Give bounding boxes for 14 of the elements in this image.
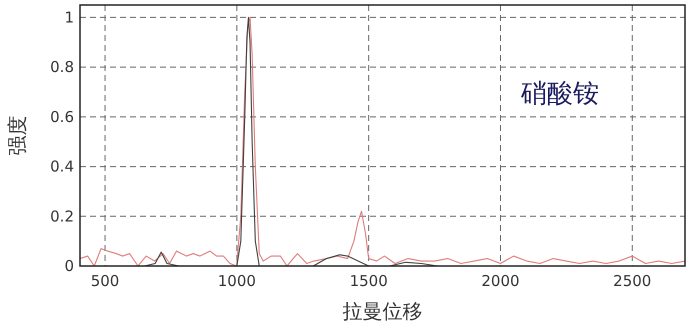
y-tick-label: 0.8 [50, 58, 74, 76]
y-tick-label: 0.4 [50, 158, 74, 176]
x-tick-label: 500 [90, 272, 120, 290]
y-axis-title: 强度 [5, 116, 29, 156]
y-tick-label: 0.2 [50, 207, 74, 226]
y-tick-label: 1 [64, 8, 74, 26]
y-tick-label: 0 [64, 257, 74, 275]
y-tick-label: 0.6 [50, 108, 74, 126]
x-tick-label: 2000 [481, 272, 520, 290]
x-tick-label: 1500 [350, 272, 388, 290]
x-axis-title: 拉曼位移 [342, 299, 422, 323]
x-tick-label: 2500 [613, 272, 652, 290]
annotation: 硝酸铵 [520, 79, 599, 109]
x-tick-label: 1000 [218, 272, 256, 290]
